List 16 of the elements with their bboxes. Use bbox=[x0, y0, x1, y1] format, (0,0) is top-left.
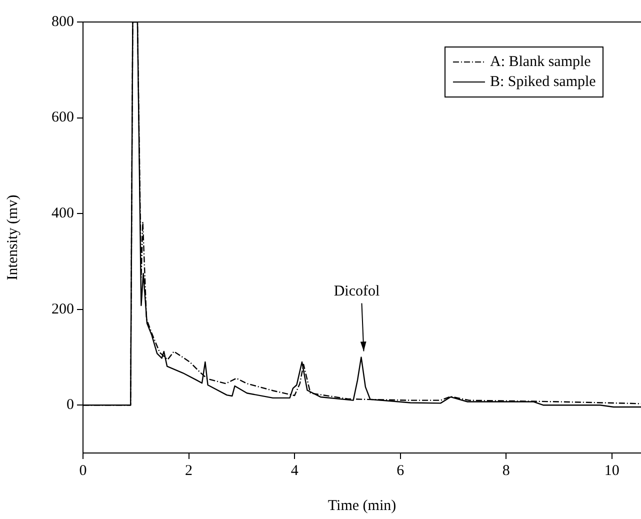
y-tick-label: 0 bbox=[66, 397, 74, 414]
x-tick-label: 10 bbox=[604, 462, 620, 479]
y-tick-label: 200 bbox=[52, 301, 74, 318]
x-tick-label: 2 bbox=[185, 462, 193, 479]
x-axis-title: Time (min) bbox=[328, 498, 396, 514]
legend-label: A: Blank sample bbox=[490, 54, 592, 70]
x-tick-label: 4 bbox=[290, 462, 299, 479]
x-tick-label: 8 bbox=[502, 462, 510, 479]
y-tick-label: 600 bbox=[52, 110, 74, 126]
y-tick-label: 400 bbox=[52, 205, 74, 222]
annotation: Dicofol bbox=[334, 284, 380, 300]
legend-label: B: Spiked sample bbox=[490, 74, 596, 90]
y-tick-label: 800 bbox=[52, 14, 74, 30]
x-tick-label: 6 bbox=[396, 462, 405, 479]
y-axis-title: Intensity (mv) bbox=[4, 194, 21, 280]
x-tick-label: 0 bbox=[79, 462, 87, 479]
